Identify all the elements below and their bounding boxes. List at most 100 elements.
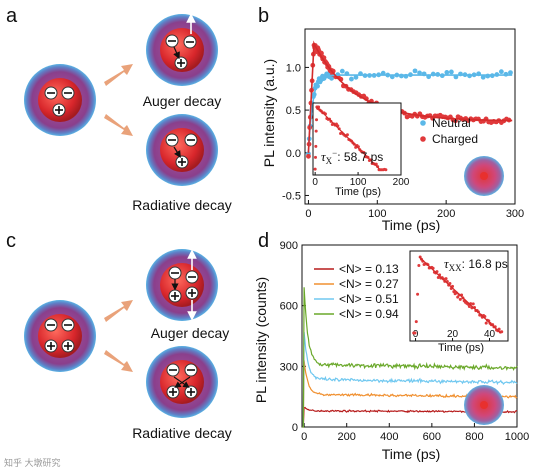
chart-b-inset-annotation: τX−: 58.7 ps bbox=[321, 148, 383, 166]
chart-b-ylabel: PL intensity (a.u.) bbox=[261, 59, 277, 167]
chart-d-inset-xtick-label: 40 bbox=[484, 329, 496, 340]
chart-d-inset-point bbox=[413, 331, 417, 335]
chart-d-inset-point bbox=[414, 320, 418, 324]
neutral-point bbox=[503, 71, 509, 77]
chart-d-inset: 0 20 40 bbox=[409, 250, 509, 342]
caption-radiative-a: Radiative decay bbox=[132, 197, 232, 213]
neutral-point bbox=[349, 76, 354, 82]
panel-label-b: b bbox=[258, 5, 269, 27]
neutral-point bbox=[480, 74, 486, 80]
qd-dot-d bbox=[464, 385, 504, 425]
chart-d-inset-xtick-label: 20 bbox=[447, 329, 459, 340]
chart-d-inset-point bbox=[416, 292, 420, 296]
chart-d-inset-xtick-label: 0 bbox=[413, 329, 419, 340]
chart-d-inset-point bbox=[467, 304, 471, 308]
chart-d-frame bbox=[301, 244, 518, 428]
chart-b-inset-frame bbox=[312, 102, 402, 176]
neutral-point bbox=[339, 68, 345, 74]
chart-d-inset-point bbox=[471, 302, 475, 306]
caption-auger-c: Auger decay bbox=[151, 325, 230, 341]
chart-d-ylabel: PL intensity (counts) bbox=[253, 277, 269, 403]
chart-b-frame bbox=[304, 28, 516, 205]
legend-marker-neutral bbox=[420, 120, 426, 126]
tau-sub-d: XX bbox=[449, 263, 462, 273]
legend-label-n027: <N> = 0.27 bbox=[339, 277, 399, 291]
chart-d-xtick-label: 1000 bbox=[505, 431, 529, 443]
chart-b-inset-point bbox=[314, 144, 318, 148]
chart-d-inset-point bbox=[436, 276, 440, 280]
neutral-point bbox=[398, 73, 404, 79]
tau-symbol-d: τ bbox=[444, 256, 450, 271]
chart-d-legend: <N> = 0.13<N> = 0.27<N> = 0.51<N> = 0.94 bbox=[314, 262, 399, 321]
panel-a: a Auger decay Radiativ bbox=[6, 5, 232, 213]
legend-label-neutral: Neutral bbox=[432, 116, 471, 130]
qd-auger-a bbox=[146, 13, 218, 86]
chart-d-ytick-label: 900 bbox=[280, 240, 298, 252]
chart-d-inset-xlabel: Time (ps) bbox=[438, 342, 484, 354]
chart-d-xtick-label: 400 bbox=[380, 431, 398, 443]
panel-c: c Auger decay bbox=[6, 230, 232, 441]
neutral-point bbox=[417, 70, 422, 76]
neutral-point bbox=[353, 74, 359, 80]
legend-label-n051: <N> = 0.51 bbox=[339, 292, 399, 306]
legend-label-n094: <N> = 0.94 bbox=[339, 307, 399, 321]
chart-b-ytick-label: 1.0 bbox=[286, 62, 301, 74]
neutral-point bbox=[498, 69, 504, 75]
series-line-n094 bbox=[302, 287, 518, 428]
chart-b-inset-point bbox=[313, 155, 317, 159]
tau-symbol-b: τ bbox=[321, 149, 327, 164]
chart-d-inset-point bbox=[417, 264, 421, 268]
chart-b-ytick-label: 0.0 bbox=[286, 148, 301, 160]
chart-b-xlabel: Time (ps) bbox=[382, 217, 441, 233]
chart-d-ytick-label: 600 bbox=[280, 301, 298, 313]
chart-b-inset-point bbox=[315, 118, 319, 122]
tau-value-b: : 58.7 ps bbox=[337, 150, 383, 164]
tau-value-d: : 16.8 ps bbox=[462, 257, 508, 271]
chart-b-inset-xtick-label: 100 bbox=[350, 177, 367, 188]
neutral-point bbox=[444, 69, 450, 75]
qd-radiative-a bbox=[146, 114, 218, 186]
panel-label-a: a bbox=[6, 5, 18, 27]
neutral-point bbox=[412, 68, 418, 74]
caption-radiative-c: Radiative decay bbox=[132, 425, 232, 441]
chart-d-ytick-label: 300 bbox=[280, 361, 298, 373]
tau-sub-b: X bbox=[326, 156, 333, 166]
chart-b-inset-point bbox=[345, 133, 349, 137]
arrow-to-radiative-a bbox=[104, 114, 133, 136]
arrow-to-radiative-c bbox=[104, 350, 133, 372]
chart-b-xtick-label: 300 bbox=[506, 208, 524, 220]
chart-b-inset-xlabel: Time (ps) bbox=[335, 186, 381, 198]
qd-auger-c bbox=[146, 249, 218, 321]
chart-d-xlabel: Time (ps) bbox=[382, 446, 441, 462]
neutral-point bbox=[508, 70, 513, 76]
chart-b-inset-xtick-label: 200 bbox=[393, 177, 410, 188]
chart-d-inset-annotation: τXX: 16.8 ps bbox=[444, 256, 508, 273]
chart-b-xtick-label: 100 bbox=[368, 208, 386, 220]
chart-b-ytick-label: 0.5 bbox=[286, 105, 301, 117]
qd-left-c bbox=[24, 300, 96, 372]
chart-b-ytick-label: -0.5 bbox=[282, 190, 301, 202]
chart-d-xtick-label: 800 bbox=[465, 431, 483, 443]
chart-d-inset-point bbox=[500, 330, 504, 334]
charged-point bbox=[306, 153, 311, 159]
tau-sup-b: − bbox=[332, 148, 337, 158]
chart-b: 0 100 200 300 -0.5 0.0 0.5 1.0 bbox=[282, 28, 524, 220]
legend-marker-charged bbox=[420, 136, 426, 142]
chart-b-inset: 0 100 200 bbox=[312, 102, 410, 188]
chart-d-xtick-label: 0 bbox=[301, 431, 307, 443]
charged-fit-line bbox=[307, 40, 513, 153]
watermark: 知乎 大墩研究 bbox=[4, 457, 61, 468]
legend-label-n013: <N> = 0.13 bbox=[339, 262, 399, 276]
qd-left-a bbox=[24, 64, 96, 136]
chart-b-xtick-label: 0 bbox=[305, 208, 311, 220]
chart-b-inset-point bbox=[384, 168, 388, 172]
chart-b-xtick-label: 200 bbox=[437, 208, 455, 220]
neutral-point bbox=[448, 69, 454, 75]
legend-label-charged: Charged bbox=[432, 132, 478, 146]
qd-radiative-c bbox=[146, 346, 218, 418]
neutral-fit-line bbox=[307, 74, 513, 153]
chart-b-inset-xtick-label: 0 bbox=[312, 177, 318, 188]
panel-b: b 0 100 200 300 -0.5 0.0 0.5 1.0 PL intensity (… bbox=[258, 5, 524, 233]
